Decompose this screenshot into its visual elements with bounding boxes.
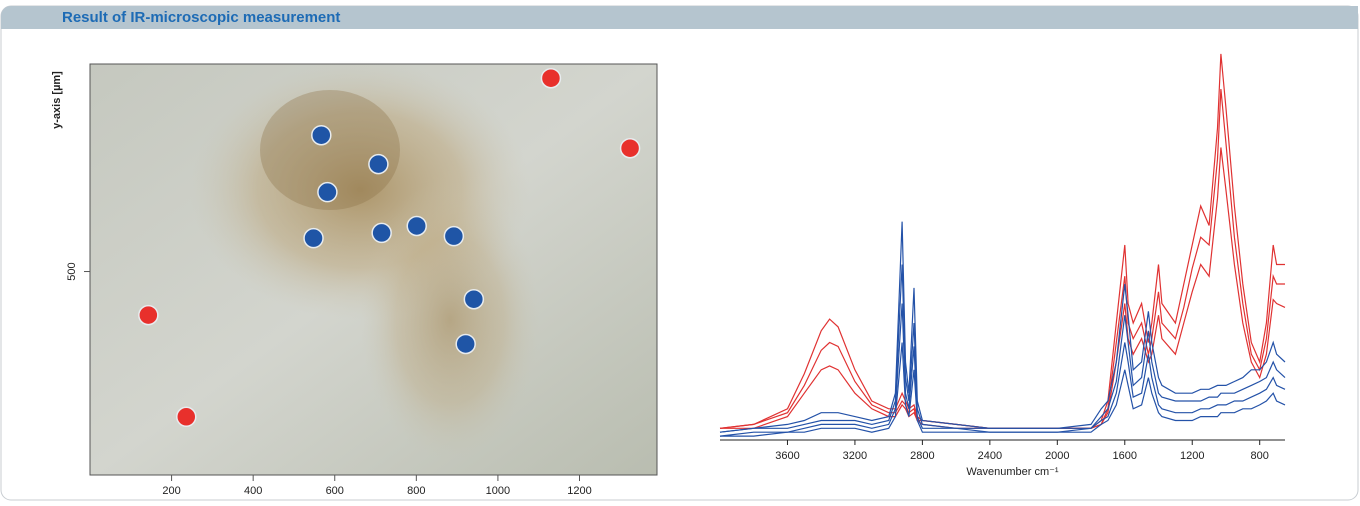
x-tick-label: 3200 <box>843 450 867 462</box>
x-tick-label: 800 <box>407 485 425 497</box>
x-tick-label: 1200 <box>567 485 591 497</box>
x-axis-label: Wavenumber cm⁻¹ <box>966 466 1059 478</box>
header-title: Result of IR-microscopic measurement <box>62 9 340 26</box>
measurement-point <box>311 124 332 146</box>
measurement-point <box>138 304 159 326</box>
measurement-point <box>463 288 485 310</box>
x-tick-label: 200 <box>162 485 180 497</box>
x-tick-label: 400 <box>244 485 262 497</box>
measurement-point <box>303 227 324 249</box>
measurement-point <box>176 406 197 428</box>
spectrum-line <box>719 88 1285 429</box>
measurement-point <box>455 333 476 355</box>
microscope-image <box>90 60 657 475</box>
header-bar <box>1 6 1358 29</box>
measurement-point <box>619 137 641 159</box>
x-tick-label: 800 <box>1251 450 1269 462</box>
measurement-point <box>368 153 389 175</box>
spectrum-line <box>719 221 1286 433</box>
x-tick-label: 1200 <box>1180 450 1204 462</box>
plot-frame <box>89 63 658 476</box>
measurement-point <box>406 215 427 237</box>
measurement-point <box>540 67 562 89</box>
x-tick-label: 1000 <box>486 485 510 497</box>
measurement-point <box>443 225 465 247</box>
scatter-chart: 200 400 600 800 1000 1200 500 y-axis [µm] <box>51 63 658 497</box>
x-tick-label: 2800 <box>910 450 934 462</box>
spectrum-chart: 3600 3200 2800 2400 2000 1600 1200 800 Wavenumbe… <box>719 53 1286 478</box>
spectrum-line <box>719 264 1286 433</box>
measurement-point <box>371 222 392 244</box>
spectrum-line <box>719 303 1286 437</box>
y-axis-label: y-axis [µm] <box>51 71 63 129</box>
x-tick-label: 2000 <box>1045 450 1069 462</box>
spectrum-line <box>720 342 1286 437</box>
spectrum-line <box>719 53 1285 429</box>
measurement-point <box>317 181 338 203</box>
x-tick-label: 1600 <box>1113 450 1137 462</box>
x-tick-label: 3600 <box>775 450 799 462</box>
y-tick-label: 500 <box>66 262 78 280</box>
x-tick-label: 600 <box>326 485 344 497</box>
x-tick-label: 2400 <box>978 450 1002 462</box>
